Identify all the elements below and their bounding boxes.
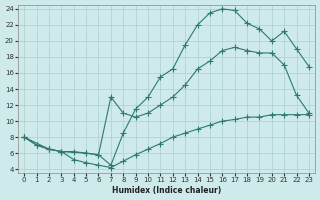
- X-axis label: Humidex (Indice chaleur): Humidex (Indice chaleur): [112, 186, 221, 195]
